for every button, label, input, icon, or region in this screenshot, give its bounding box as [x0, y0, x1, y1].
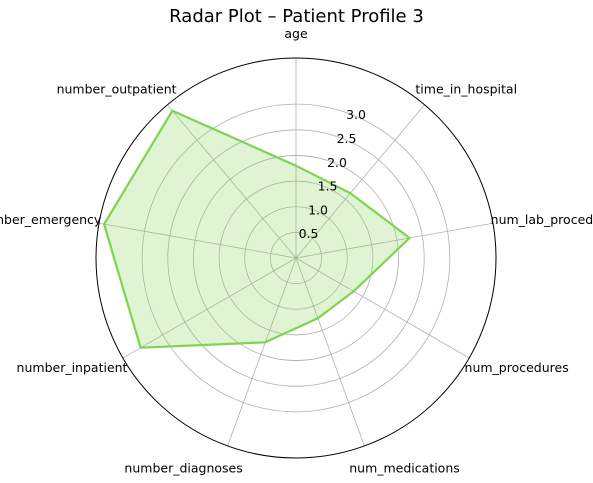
axis-label-number-inpatient: number_inpatient — [17, 360, 128, 375]
r-tick-label: 3.0 — [346, 107, 366, 122]
grid-spoke — [167, 104, 297, 259]
r-tick-label: 2.0 — [327, 155, 347, 170]
grid-spoke — [295, 257, 470, 359]
grid-spoke — [295, 222, 494, 259]
axis-label-num-medications: num_medications — [349, 461, 460, 476]
series-line — [102, 109, 411, 349]
chart-title: Radar Plot – Patient Profile 3 — [169, 6, 424, 27]
axis-label-number-emergency: number_emergency — [0, 212, 102, 227]
r-tick-label: 0.5 — [299, 226, 319, 241]
axis-label-time-in-hospital: time_in_hospital — [415, 81, 517, 96]
axis-label-num-procedures: num_procedures — [465, 360, 569, 375]
polar-frame — [95, 57, 497, 459]
grid-spoke — [295, 104, 425, 259]
grid-spoke — [122, 257, 297, 359]
series-area — [104, 110, 410, 348]
axis-label-age: age — [284, 26, 308, 41]
axis-label-number-outpatient: number_outpatient — [57, 81, 177, 96]
grid-spoke — [227, 257, 297, 447]
grid-spoke — [295, 257, 365, 447]
r-tick-label: 1.5 — [318, 179, 338, 194]
r-tick-label: 1.0 — [308, 202, 328, 217]
grid-spoke — [98, 222, 297, 259]
axis-label-num-lab-procedures: num_lab_procedures — [491, 212, 593, 227]
r-tick-label: 2.5 — [337, 131, 357, 146]
axis-label-number-diagnoses: number_diagnoses — [124, 461, 242, 476]
